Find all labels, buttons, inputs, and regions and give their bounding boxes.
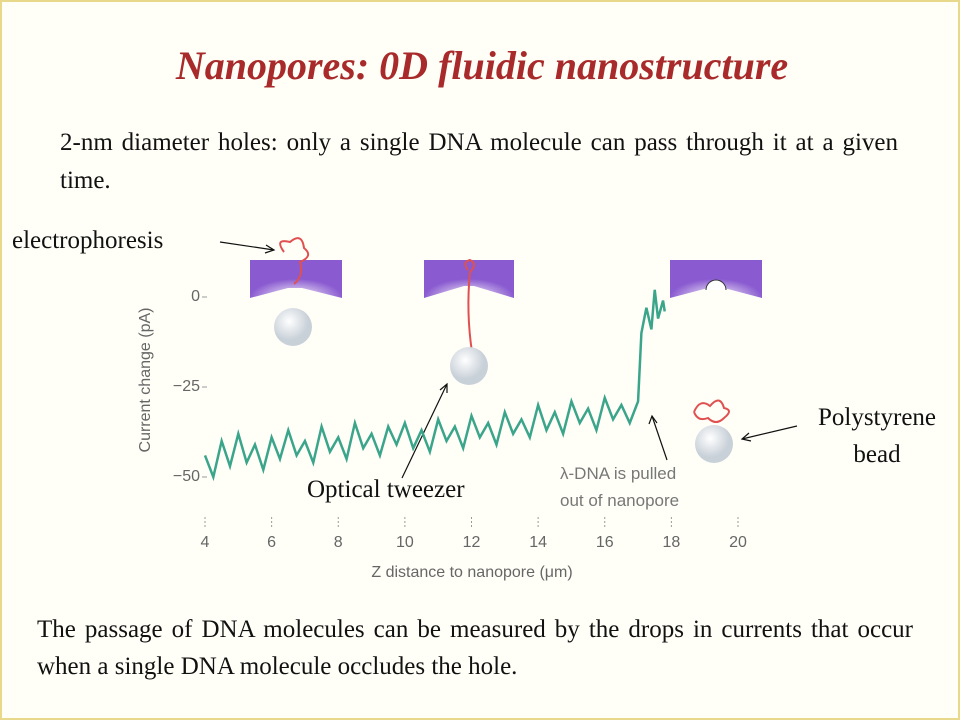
annotation: Polystyrene bead [817,404,937,468]
data-line [203,289,666,482]
x-tick-label: 4 [201,534,210,551]
x-tick-label: 12 [463,534,481,551]
x-tick-label: 14 [529,534,547,551]
y-tick-label: −50 [173,468,200,485]
intro-text: 2-nm diameter holes: only a single DNA m… [60,129,898,194]
slide-title: Nanopores: 0D fluidic nanostructure [175,43,789,88]
x-tick-label: 10 [396,534,414,551]
x-axis-label: Z distance to nanopore (μm) [371,564,572,581]
annotation: Optical tweezer [307,476,465,503]
y-axis-label: Current change (pA) [137,308,154,453]
x-tick-label: 20 [729,534,747,551]
arrows [219,241,798,479]
y-tick-label: −25 [173,378,200,395]
annotation: electrophoresis [12,227,164,254]
x-tick-label: 8 [334,534,343,551]
x-tick-label: 18 [662,534,680,551]
pore-diagrams [250,237,762,463]
caption-text: The passage of DNA molecules can be meas… [37,616,913,680]
x-tick-label: 6 [267,534,276,551]
x-tick-label: 16 [596,534,614,551]
annotation: λ-DNA is pulled out of nanopore [560,464,680,510]
y-tick-label: 0 [191,288,200,305]
